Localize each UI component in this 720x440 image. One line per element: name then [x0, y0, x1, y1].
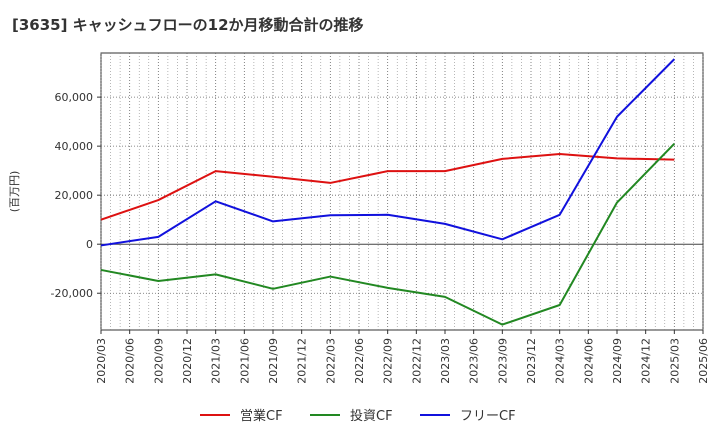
x-tick-label: 2022/12	[410, 338, 423, 384]
x-tick-label: 2021/03	[210, 338, 223, 384]
legend-label: 投資CF	[350, 408, 393, 424]
x-tick-label: 2023/12	[525, 338, 538, 384]
x-tick-label: 2022/06	[353, 338, 366, 384]
x-tick-label: 2022/09	[382, 338, 395, 384]
series-line-投資CF	[100, 143, 676, 326]
x-tick-label: 2023/06	[468, 338, 481, 384]
x-tick-label: 2023/03	[439, 338, 452, 384]
y-tick-label: -20,000	[51, 287, 93, 300]
x-tick-label: 2021/09	[267, 338, 280, 384]
y-tick-label: 20,000	[55, 189, 94, 202]
x-tick-label: 2020/03	[95, 338, 108, 384]
plot-frame	[100, 52, 704, 331]
legend-label: フリーCF	[460, 409, 516, 424]
x-tick-label: 2020/09	[152, 338, 165, 384]
x-tick-label: 2020/12	[181, 338, 194, 384]
x-tick-label: 2024/03	[554, 338, 567, 384]
x-tick-label: 2023/09	[496, 338, 509, 384]
chart-title: [3635] キャッシュフローの12か月移動合計の推移	[12, 16, 364, 34]
y-tick-label: 40,000	[55, 140, 94, 153]
y-tick-label: 60,000	[55, 91, 94, 104]
x-tick-label: 2022/03	[324, 338, 337, 384]
series-line-フリーCF	[100, 58, 676, 247]
x-tick-label: 2024/09	[611, 338, 624, 384]
y-axis-title: (百万円)	[8, 171, 21, 213]
y-tick-label: 0	[86, 238, 93, 251]
x-tick-label: 2025/03	[668, 338, 681, 384]
series-line-営業CF	[100, 152, 675, 221]
x-tick-label: 2021/06	[238, 338, 251, 384]
x-tick-label: 2025/06	[697, 338, 710, 384]
x-tick-label: 2024/06	[582, 338, 595, 384]
x-tick-label: 2021/12	[296, 338, 309, 384]
x-tick-label: 2024/12	[640, 338, 653, 384]
x-tick-label: 2020/06	[124, 338, 137, 384]
legend-label: 営業CF	[240, 408, 283, 424]
